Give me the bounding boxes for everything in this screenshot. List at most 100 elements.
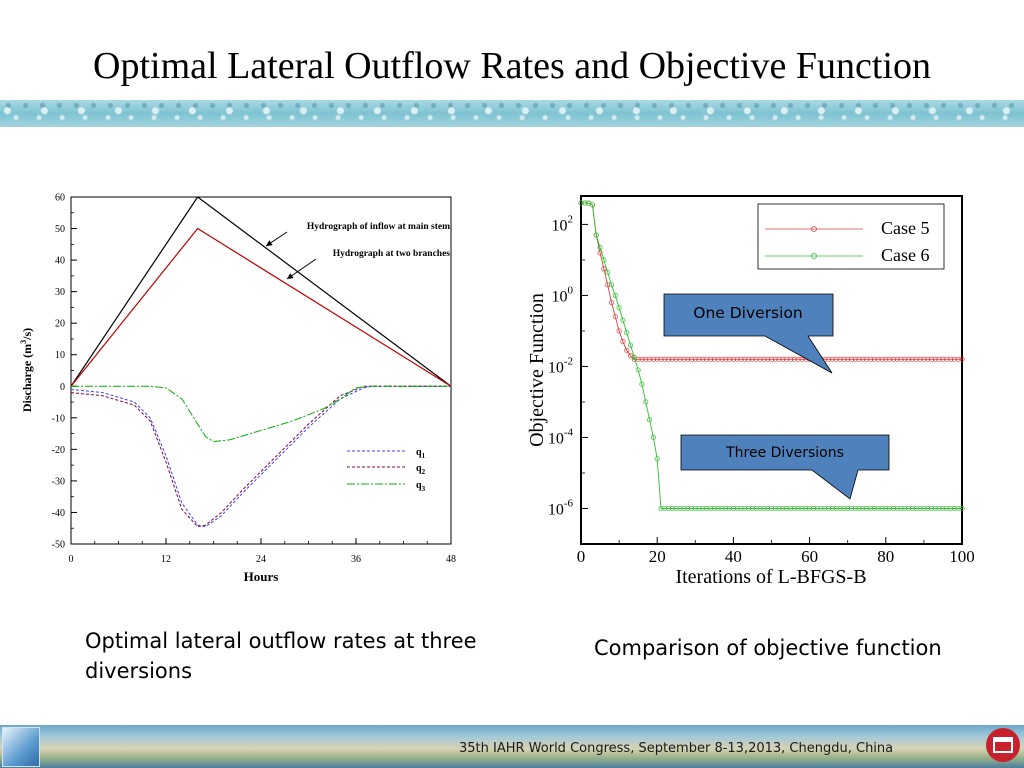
point-case-6	[959, 505, 965, 512]
point-case-5	[704, 356, 710, 362]
objective-y-axis-label: Objective Function	[526, 293, 548, 447]
x-tick-label: 48	[446, 554, 456, 565]
series-line-hydrograph-of-inflow-at-main-stem	[70, 196, 452, 387]
point-case-6	[734, 505, 740, 512]
y-tick-label: 10-4	[548, 426, 574, 447]
point-case-6	[715, 505, 721, 512]
point-case-6	[612, 292, 618, 298]
point-case-6	[624, 330, 630, 336]
point-case-5	[928, 356, 935, 362]
y-tick-label: 10-2	[548, 355, 573, 376]
point-case-5	[833, 356, 839, 362]
point-case-6	[810, 505, 816, 512]
point-case-6	[730, 505, 736, 512]
legend-case6-label: Case 6	[881, 245, 930, 265]
point-case-6	[681, 505, 687, 512]
one-diversion-callout: One Diversion	[663, 293, 834, 374]
point-case-5	[757, 356, 763, 362]
point-case-6	[757, 505, 763, 512]
point-case-5	[894, 356, 900, 362]
point-case-6	[700, 505, 706, 512]
point-case-6	[776, 505, 782, 512]
point-case-5	[677, 356, 683, 362]
point-case-5	[787, 356, 794, 362]
point-case-5	[890, 356, 896, 362]
point-case-6	[864, 505, 870, 512]
point-case-5	[948, 356, 954, 362]
footer-banner	[0, 725, 1024, 768]
y-tick-label: 102	[552, 213, 574, 234]
point-case-6	[799, 505, 805, 512]
point-case-6	[890, 505, 896, 512]
x-tick-label: 0	[577, 547, 586, 566]
point-case-6	[746, 505, 752, 512]
point-case-5	[707, 356, 714, 362]
legend-case5-marker	[811, 226, 817, 232]
point-case-5	[883, 356, 889, 362]
point-case-6	[917, 505, 923, 512]
y-tick-label: 0	[60, 382, 65, 393]
point-case-6	[768, 505, 775, 512]
three-diversions-callout-shape	[680, 434, 890, 500]
point-case-6	[833, 505, 839, 512]
point-case-5	[765, 356, 771, 362]
branches-series-label: Hydrograph at two branches	[333, 249, 451, 259]
point-case-5	[730, 356, 736, 362]
point-case-5	[795, 356, 801, 362]
point-case-6	[879, 505, 885, 512]
point-case-6	[723, 505, 729, 512]
point-case-6	[658, 505, 664, 512]
y-tick-label: 100	[552, 284, 574, 305]
point-case-6	[765, 505, 771, 512]
y-tick-label: -50	[52, 540, 65, 551]
point-case-6	[814, 505, 820, 512]
point-case-6	[711, 505, 717, 512]
point-case-5	[601, 266, 607, 272]
y-tick-label: -10	[52, 413, 65, 424]
point-case-5	[723, 356, 729, 362]
three-diversions-callout: Three Diversions	[680, 434, 890, 500]
x-tick-label: 12	[161, 554, 171, 565]
point-case-6	[852, 505, 858, 512]
point-case-6	[650, 434, 656, 441]
point-case-5	[685, 356, 691, 362]
point-case-5	[841, 356, 847, 362]
point-case-5	[719, 356, 725, 362]
point-case-6	[673, 505, 679, 512]
point-case-5	[700, 356, 706, 362]
point-case-6	[848, 505, 855, 512]
series-line-q1	[70, 385, 451, 528]
y-tick-label: 40	[55, 256, 65, 267]
point-case-6	[883, 505, 889, 512]
point-case-6	[913, 505, 919, 512]
point-case-6	[772, 505, 778, 512]
point-case-6	[906, 505, 912, 512]
x-tick-label: 80	[877, 547, 894, 566]
conference-logo	[2, 727, 40, 767]
point-case-5	[780, 356, 786, 362]
point-case-5	[791, 356, 797, 362]
x-tick-label: 24	[256, 554, 266, 565]
point-case-6	[662, 505, 668, 512]
point-case-5	[784, 356, 790, 362]
point-case-6	[921, 505, 927, 512]
point-case-5	[913, 356, 919, 362]
point-case-6	[707, 505, 714, 512]
point-case-6	[605, 269, 611, 275]
point-case-6	[727, 505, 733, 512]
point-case-6	[692, 505, 698, 512]
point-case-6	[925, 505, 931, 512]
point-case-6	[582, 200, 588, 206]
y-tick-label: 50	[55, 224, 65, 235]
legend-q2-label: q2	[416, 463, 426, 476]
point-case-5	[875, 356, 881, 362]
one-diversion-callout-shape	[663, 293, 834, 374]
point-case-6	[845, 505, 851, 512]
point-case-5	[951, 356, 957, 362]
point-case-6	[677, 505, 683, 512]
point-case-5	[662, 356, 668, 362]
y-tick-label: -20	[52, 445, 65, 456]
point-case-5	[932, 356, 938, 362]
point-case-5	[666, 356, 672, 362]
point-case-5	[906, 356, 912, 362]
